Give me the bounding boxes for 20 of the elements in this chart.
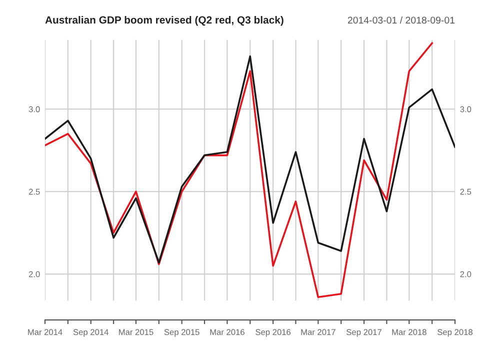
x-tick-label: Sep 2018 [438, 329, 472, 337]
chart-subtitle: 2014-03-01 / 2018-09-01 [348, 16, 455, 24]
y2-tick-label: 2.0 [460, 271, 472, 278]
x-tick-label: Mar 2017 [301, 329, 336, 336]
x-tick-label: Mar 2015 [119, 329, 154, 336]
x-tick-label: Sep 2014 [73, 329, 108, 337]
x-tick-label: Sep 2017 [346, 329, 382, 337]
y-tick-label: 3.0 [28, 106, 40, 112]
line-series [45, 42, 433, 298]
y2-tick-label: 2.5 [460, 188, 472, 195]
y-tick-label: 2.5 [28, 188, 40, 195]
x-tick-label: Mar 2014 [28, 329, 62, 336]
x-tick-label: Sep 2015 [164, 329, 200, 337]
chart-title: Australian GDP boom revised (Q2 red, Q3 black) [45, 16, 284, 26]
y2-tick-label: 3.0 [460, 106, 472, 112]
line-series [45, 55, 455, 264]
y-tick-label: 2.0 [28, 271, 40, 278]
x-tick-label: Mar 2016 [210, 329, 244, 336]
x-tick-label: Sep 2016 [256, 329, 291, 337]
x-tick-label: Mar 2018 [392, 329, 426, 336]
